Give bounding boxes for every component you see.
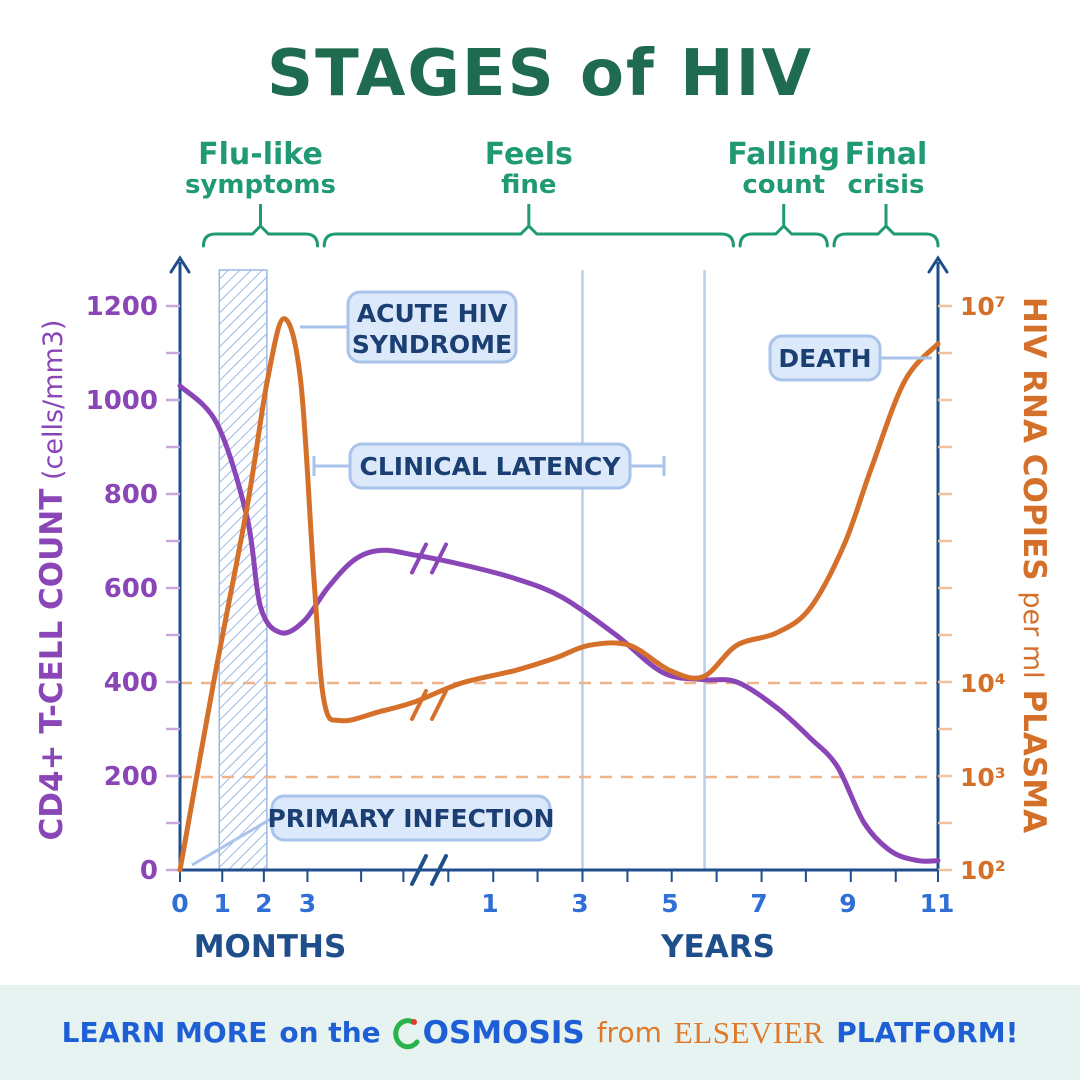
footer-learn-more: LEARN MORE: [61, 1016, 268, 1049]
clinical-latency-label-box: [348, 442, 632, 490]
series-line-cd4: [177, 383, 941, 864]
left-tick-label-800: 800: [104, 480, 158, 510]
left-tick-label-400: 400: [104, 668, 158, 698]
right-axis-arrow-icon: [927, 255, 949, 274]
hiv-stages-chart: STAGES of HIV Flu-like symptoms Feels fine Fa…: [34, 37, 1052, 965]
primary-infection-label-box: [270, 794, 552, 842]
death-label-box: [768, 334, 882, 382]
osmosis-ring-icon: [392, 1017, 420, 1049]
acute-hiv-syndrome-label-text-1: ACUTE HIV: [357, 299, 508, 328]
x-month-tick-label-3: 3: [299, 889, 316, 918]
left-tick-label-0: 0: [140, 856, 158, 886]
footer-elsevier: ELSEVIER: [673, 1014, 825, 1050]
right-tick-label-2: 10⁴: [960, 669, 1006, 698]
acute-phase-band: [218, 269, 268, 871]
chart-title: STAGES of HIV: [267, 37, 813, 111]
stage-label-2-line2: fine: [501, 170, 556, 200]
x-year-tick-label-11: 11: [920, 889, 955, 918]
primary-infection-label-text-1: PRIMARY INFECTION: [267, 804, 554, 833]
acute-hiv-syndrome-label-text-2: SYNDROME: [352, 330, 512, 359]
x-year-tick-label-7: 7: [750, 889, 767, 918]
rna-break-mark: [410, 689, 448, 721]
stage-brace-1: [201, 223, 320, 248]
clinical-latency-label-text-1: CLINICAL LATENCY: [360, 452, 622, 481]
stage-label-1-line2: symptoms: [185, 170, 336, 200]
stage-label-4-line1: Final: [845, 137, 928, 172]
death-label-text-1: DEATH: [778, 344, 871, 373]
x-axis-label-months: MONTHS: [194, 929, 347, 965]
x-year-tick-label-9: 9: [839, 889, 856, 918]
footer-banner[interactable]: LEARN MORE on the OSMOSIS from ELSEVIER …: [0, 985, 1080, 1080]
stage-label-2-line1: Feels: [485, 137, 573, 172]
left-axis-title-unit: (cells/mm3): [38, 320, 69, 489]
stage-brace-2: [322, 223, 735, 248]
osmosis-logo: OSMOSIS: [392, 1014, 585, 1051]
stage-brace-3: [738, 223, 829, 248]
left-tick-label-1000: 1000: [86, 386, 158, 416]
footer-from: from: [596, 1016, 662, 1049]
x-month-tick-label-2: 2: [255, 889, 272, 918]
acute-hiv-syndrome-label-box: [346, 290, 518, 364]
right-axis-title-c: PLASMA: [1016, 679, 1052, 833]
right-tick-label-1: 10³: [960, 763, 1006, 792]
footer-on-the: on the: [279, 1016, 381, 1049]
left-axis-title-main: CD4+ T-CELL COUNT: [34, 489, 70, 841]
right-axis-title: HIV RNA COPIES per ml PLASMA: [1016, 297, 1052, 833]
stage-label-3-line1: Falling: [727, 137, 840, 172]
left-tick-label-200: 200: [104, 762, 158, 792]
left-tick-label-600: 600: [104, 574, 158, 604]
stage-brace-4: [832, 223, 940, 248]
right-tick-label-3: 10⁷: [960, 292, 1006, 321]
x-year-tick-label-5: 5: [661, 889, 678, 918]
left-axis-arrow-icon: [169, 255, 191, 274]
series-line-rna: [177, 316, 941, 873]
left-axis-title: CD4+ T-CELL COUNT (cells/mm3): [34, 320, 70, 841]
cd4-break-mark: [410, 542, 448, 575]
x-month-tick-label-0: 0: [171, 889, 188, 918]
stage-label-4-line2: crisis: [848, 170, 925, 200]
right-axis-title-a: HIV RNA COPIES: [1016, 297, 1052, 592]
x-month-tick-label-1: 1: [214, 889, 231, 918]
x-year-tick-label-1: 1: [481, 889, 498, 918]
stage-label-1-line1: Flu-like: [198, 137, 323, 172]
x-axis-break-mark: [410, 854, 448, 886]
left-tick-label-1200: 1200: [86, 292, 158, 322]
stage-label-3-line2: count: [742, 170, 825, 200]
right-tick-label-0: 10²: [960, 856, 1006, 885]
footer-osmosis: OSMOSIS: [422, 1014, 585, 1051]
x-axis-label-years: YEARS: [660, 929, 775, 965]
primary-infection-label-leader: [191, 814, 277, 867]
right-axis-title-b: per ml: [1017, 591, 1048, 678]
footer-platform: PLATFORM!: [836, 1016, 1019, 1049]
x-year-tick-label-3: 3: [571, 889, 588, 918]
